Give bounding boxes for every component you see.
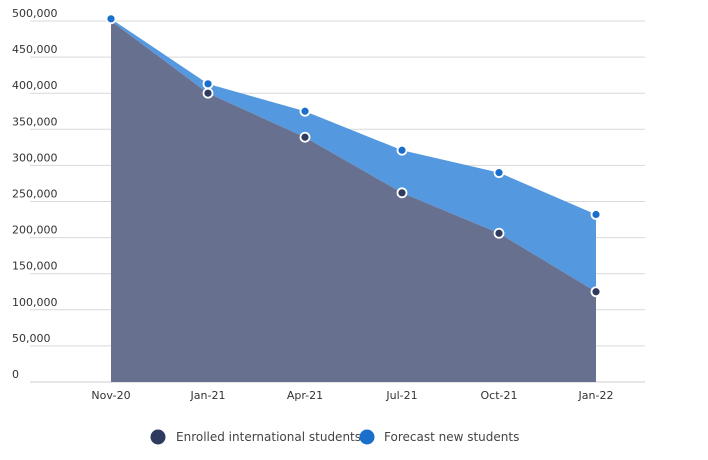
forecast-new-students-point xyxy=(493,167,505,179)
y-tick-label: 250,000 xyxy=(12,188,58,201)
forecast-new-students-area xyxy=(111,18,596,292)
enrolled-international-students-point xyxy=(396,187,408,199)
y-tick-label: 100,000 xyxy=(12,296,58,309)
y-tick-label: 350,000 xyxy=(12,115,58,128)
enrolled-international-students-area xyxy=(111,21,596,382)
enrolled-international-students-point xyxy=(493,227,505,239)
forecast-new-students-point xyxy=(396,144,408,156)
forecast-new-students-point xyxy=(299,105,311,117)
x-tick-label: Apr-21 xyxy=(287,389,323,402)
y-axis-ticks: 0 50,000 100,000 150,000 200,000 250,000 300,0… xyxy=(12,7,58,381)
legend-label: Forecast new students xyxy=(384,430,519,444)
forecast-new-students-point xyxy=(590,209,602,220)
y-tick-label: 450,000 xyxy=(12,43,58,56)
legend-marker xyxy=(359,429,375,445)
legend-marker xyxy=(150,429,166,445)
x-axis-ticks: Nov-20 Jan-21 Apr-21 Jul-21 Oct-21 Jan-22 xyxy=(91,389,613,402)
y-tick-label: 0 xyxy=(12,368,19,381)
y-tick-label: 50,000 xyxy=(12,332,51,345)
x-tick-label: Jul-21 xyxy=(385,389,417,402)
enrolled-international-students-point xyxy=(590,286,602,298)
y-tick-label: 150,000 xyxy=(12,260,58,273)
y-tick-label: 500,000 xyxy=(12,7,58,20)
enrolled-international-students-point xyxy=(299,131,311,143)
legend-label: Enrolled international students xyxy=(176,430,361,444)
marker-layer xyxy=(105,13,602,298)
x-tick-label: Oct-21 xyxy=(481,389,518,402)
area-layer xyxy=(111,18,596,382)
x-tick-label: Jan-21 xyxy=(190,389,226,402)
y-tick-label: 400,000 xyxy=(12,79,58,92)
x-tick-label: Nov-20 xyxy=(91,389,130,402)
forecast-new-students-point xyxy=(105,13,117,25)
enrolled-international-students-point xyxy=(202,87,214,99)
legend: Enrolled international students Forecast … xyxy=(150,429,519,445)
x-tick-label: Jan-22 xyxy=(578,389,614,402)
y-tick-label: 200,000 xyxy=(12,224,58,237)
y-tick-label: 300,000 xyxy=(12,151,58,164)
forecast-new-students-point xyxy=(202,78,214,90)
